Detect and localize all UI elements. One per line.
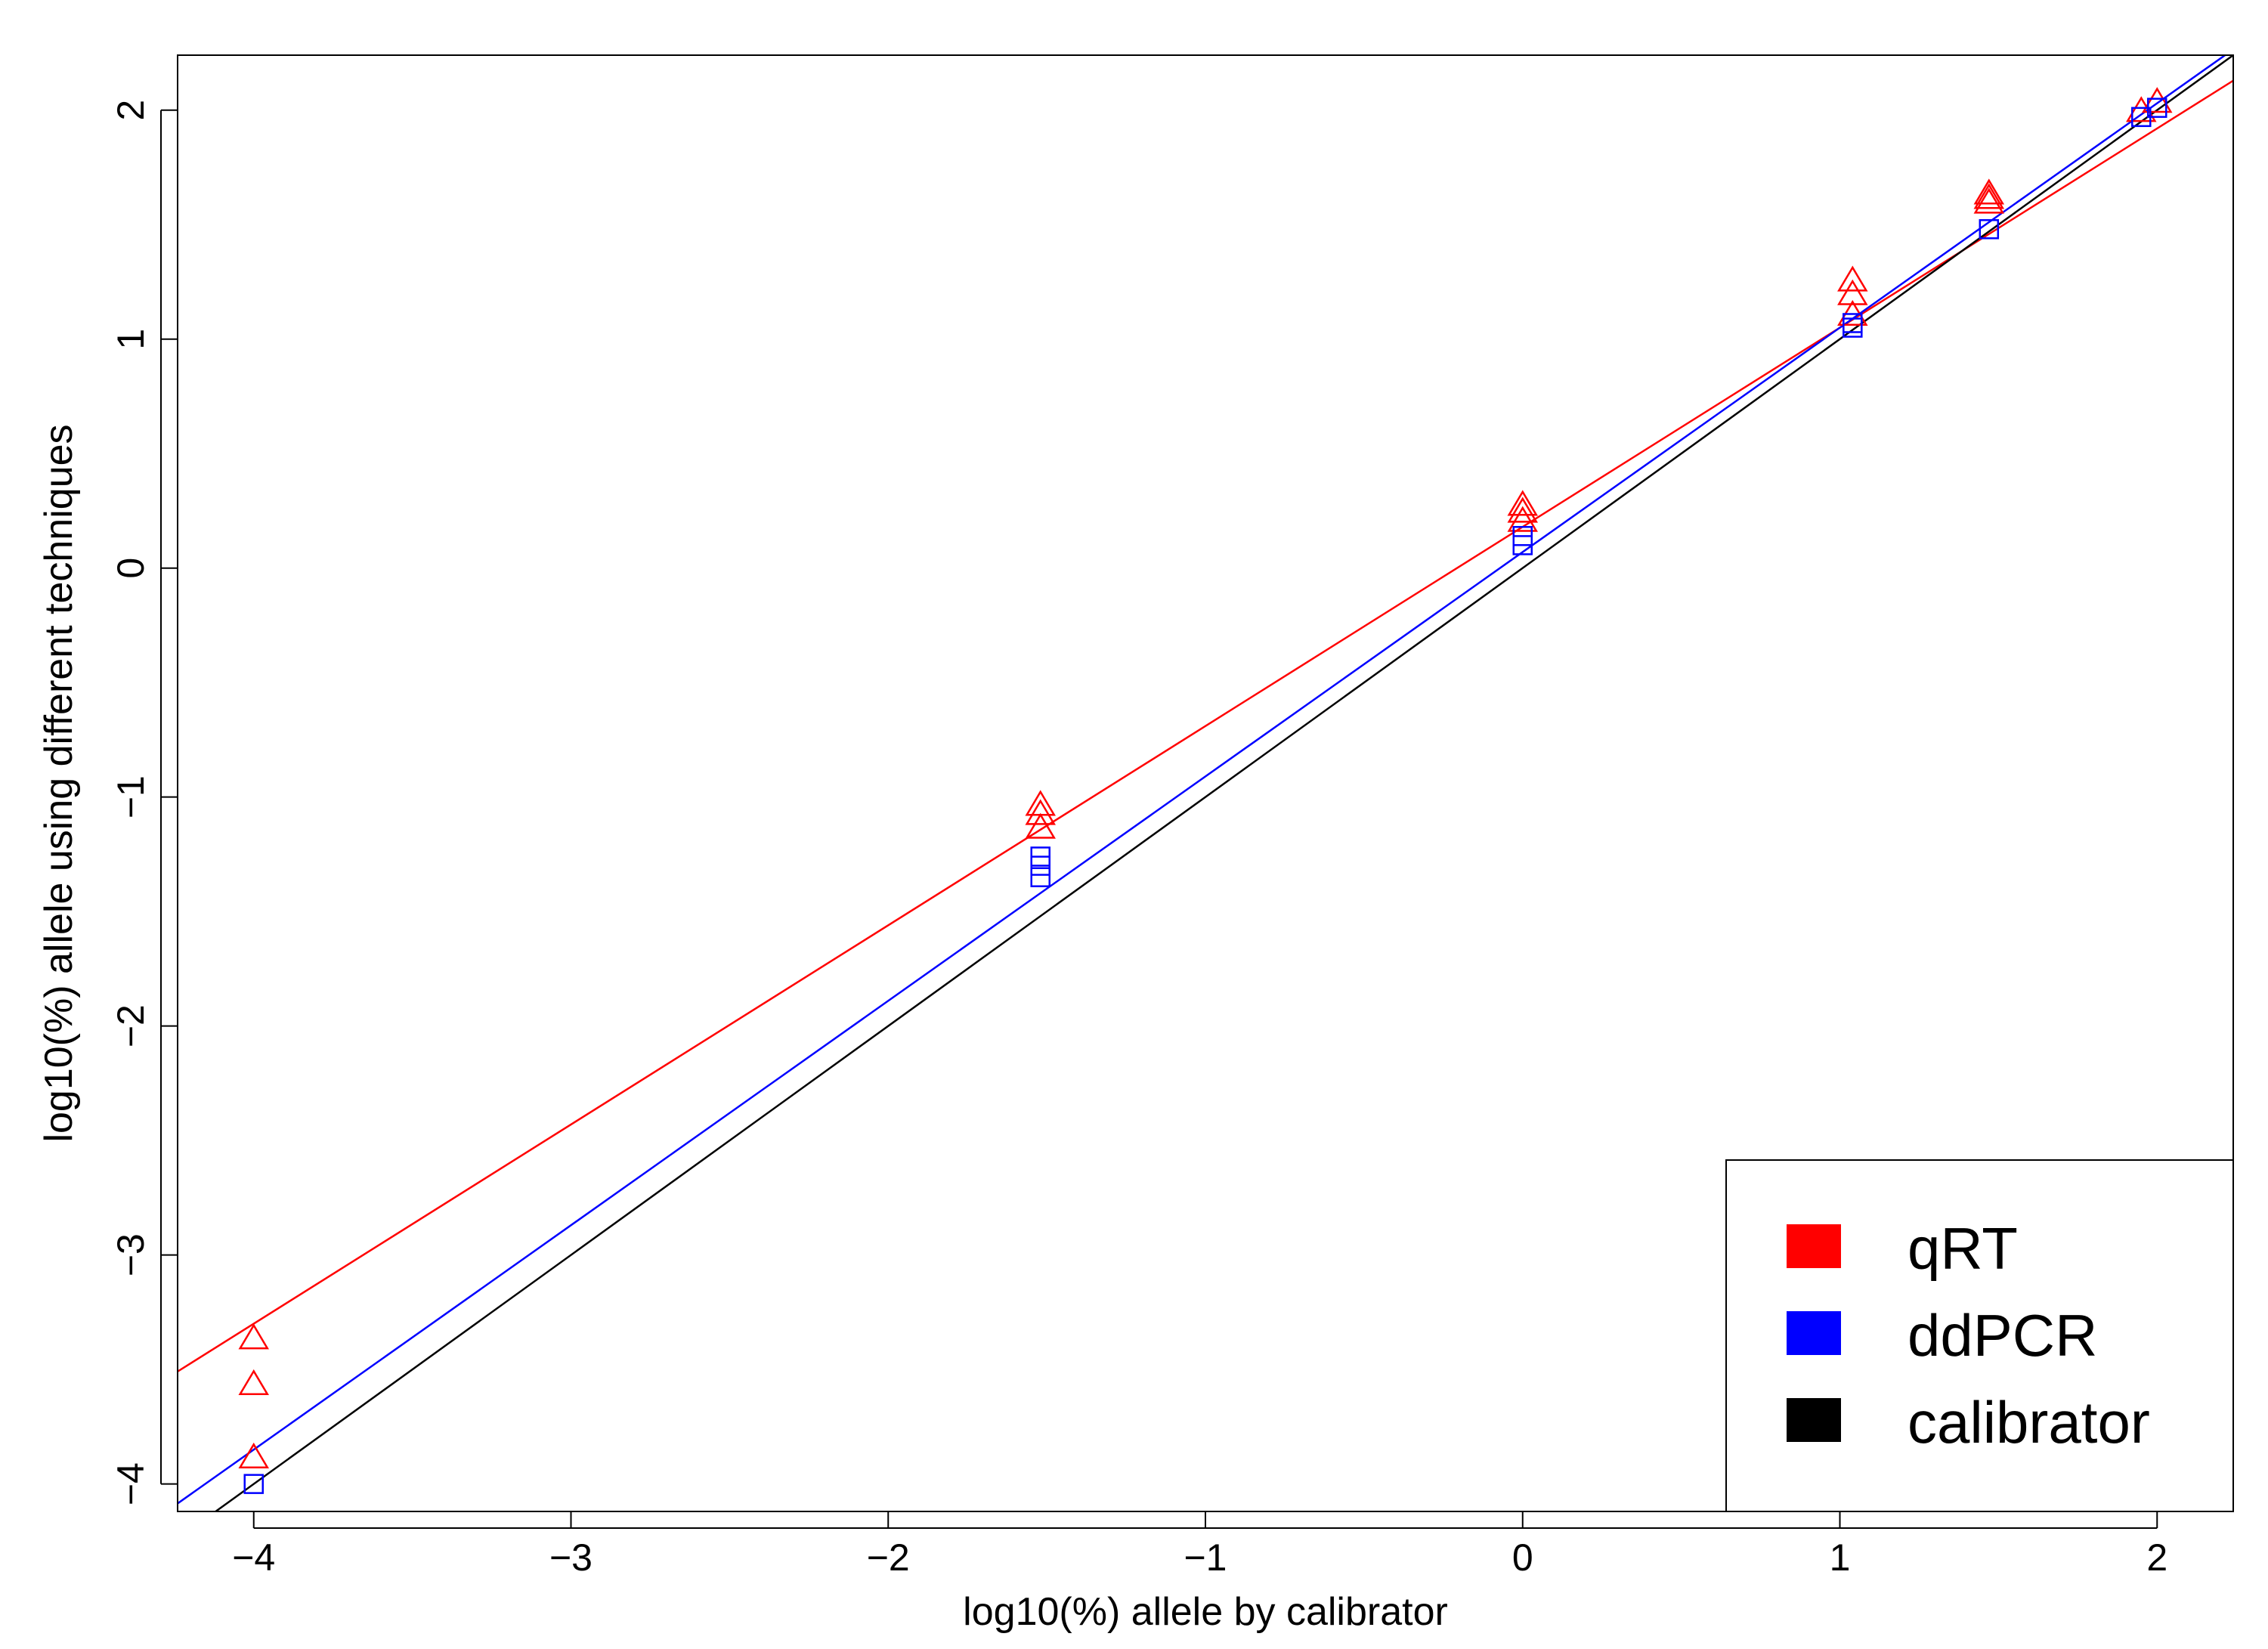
data-point-qrt bbox=[1973, 187, 2005, 214]
y-tick-label: 0 bbox=[110, 558, 152, 579]
y-tick-label: −4 bbox=[110, 1462, 152, 1505]
y-axis-title: log10(%) allele using different techniqu… bbox=[37, 424, 81, 1142]
data-point-ddpcr bbox=[2147, 97, 2167, 118]
legend-swatch-ddpcr bbox=[1787, 1311, 1841, 1355]
x-tick-label: 1 bbox=[1830, 1536, 1851, 1579]
data-point-ddpcr bbox=[1512, 535, 1533, 555]
legend-label-ddpcr: ddPCR bbox=[1908, 1302, 2097, 1369]
fit-line-calibrator bbox=[214, 55, 2233, 1511]
data-point-qrt bbox=[1507, 490, 1538, 516]
y-tick-label: 2 bbox=[110, 100, 152, 121]
data-point-qrt bbox=[2142, 87, 2173, 113]
data-points-layer bbox=[238, 87, 2173, 1494]
data-point-qrt bbox=[1837, 265, 1868, 292]
data-point-ddpcr bbox=[1979, 219, 2000, 240]
legend-label-qrt: qRT bbox=[1908, 1215, 2018, 1282]
data-point-qrt bbox=[238, 1442, 269, 1468]
data-point-qrt bbox=[1025, 812, 1056, 839]
x-tick-label: −4 bbox=[232, 1536, 275, 1579]
data-point-ddpcr bbox=[1843, 313, 1863, 333]
x-tick-label: −2 bbox=[867, 1536, 910, 1579]
data-point-qrt bbox=[1025, 799, 1056, 825]
data-point-qrt bbox=[238, 1323, 269, 1350]
data-point-ddpcr bbox=[243, 1474, 264, 1494]
y-tick-label: −2 bbox=[110, 1004, 152, 1047]
data-point-qrt bbox=[1507, 497, 1538, 523]
data-point-qrt bbox=[1507, 506, 1538, 532]
x-axis: −4 −3 −2 −1 0 1 2 bbox=[232, 1511, 2167, 1579]
data-point-ddpcr bbox=[1030, 855, 1050, 876]
data-point-qrt bbox=[238, 1369, 269, 1396]
legend-label-calibrator: calibrator bbox=[1908, 1389, 2150, 1456]
x-axis-title: log10(%) allele by calibrator bbox=[963, 1590, 1448, 1634]
fit-line-qrt bbox=[178, 79, 2233, 1373]
data-point-qrt bbox=[1973, 183, 2005, 209]
data-point-qrt bbox=[1837, 279, 1868, 305]
data-point-qrt bbox=[1973, 178, 2005, 205]
x-tick-label: −3 bbox=[549, 1536, 593, 1579]
fit-lines-layer bbox=[178, 55, 2233, 1511]
x-tick-label: 0 bbox=[1512, 1536, 1533, 1579]
y-axis: −4 −3 −2 −1 0 1 2 bbox=[110, 100, 178, 1505]
legend: qRT ddPCR calibrator bbox=[1725, 1159, 2234, 1512]
data-point-ddpcr bbox=[1030, 867, 1050, 887]
fit-line-ddpcr bbox=[178, 55, 2227, 1505]
x-tick-label: −1 bbox=[1184, 1536, 1227, 1579]
y-tick-label: 1 bbox=[110, 329, 152, 350]
legend-swatch-calibrator bbox=[1787, 1398, 1841, 1442]
legend-swatch-qrt bbox=[1787, 1224, 1841, 1268]
x-tick-label: 2 bbox=[2146, 1536, 2167, 1579]
data-point-qrt bbox=[1025, 790, 1056, 816]
y-tick-label: −3 bbox=[110, 1233, 152, 1276]
y-tick-label: −1 bbox=[110, 775, 152, 818]
